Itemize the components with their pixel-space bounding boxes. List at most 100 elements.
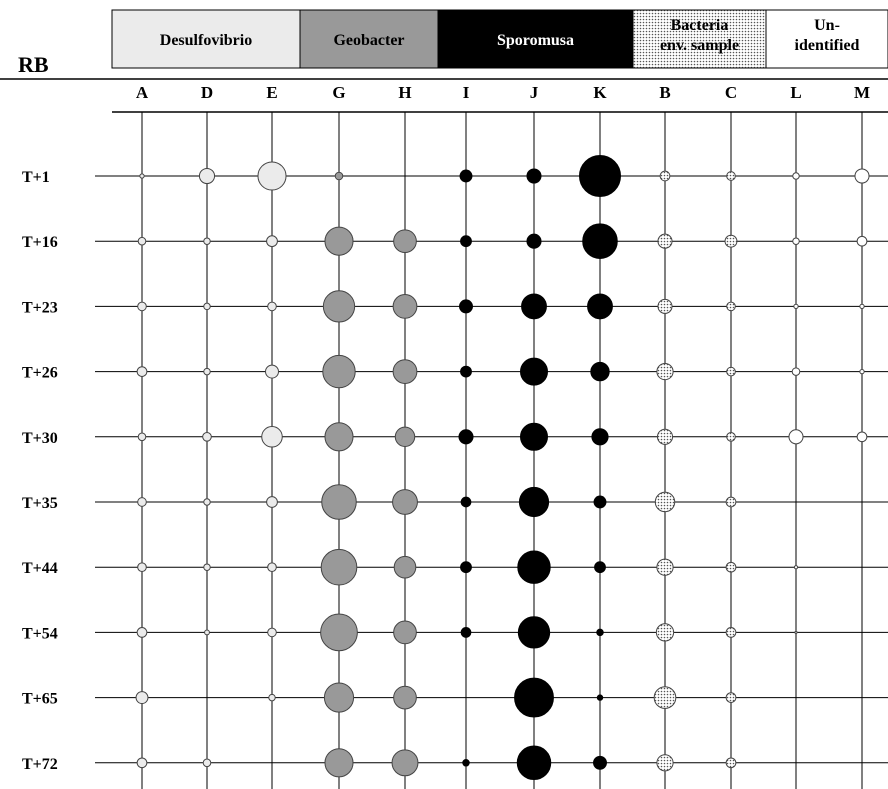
column-label: L — [790, 83, 801, 102]
row-label: T+1 — [22, 169, 50, 186]
column-label: I — [463, 83, 470, 102]
bubble — [459, 299, 473, 314]
bubble — [202, 758, 212, 768]
bubble — [261, 426, 283, 448]
bubble — [656, 428, 674, 445]
bubble — [135, 691, 149, 705]
bubble — [203, 367, 211, 376]
bubble — [659, 170, 671, 182]
row-labels: T+1 T+16 T+23 T+26 T+30 T+35 T+44 T+54 T+65 T+72 — [22, 169, 58, 773]
bubble — [393, 685, 417, 710]
bubble — [136, 627, 148, 638]
bubble — [203, 563, 211, 571]
bubble — [656, 754, 674, 772]
bubble — [324, 226, 354, 256]
bubble — [393, 229, 417, 254]
bubble — [392, 359, 418, 384]
bubble — [593, 495, 607, 509]
bubble — [856, 431, 868, 443]
bubble — [726, 301, 736, 312]
group-label: Sporomusa — [497, 32, 574, 49]
bubble — [203, 237, 211, 245]
group-label: identified — [795, 37, 860, 54]
bubble — [856, 235, 868, 247]
bubble — [656, 363, 674, 381]
bubble — [725, 757, 737, 769]
group-box-sporomusa — [437, 9, 634, 69]
column-label: H — [398, 83, 411, 102]
bubble — [265, 364, 279, 379]
bubble — [394, 426, 416, 448]
bubble — [725, 496, 737, 508]
corner-label: RB — [18, 52, 49, 77]
bubble — [392, 489, 418, 515]
bubble — [516, 745, 552, 781]
group-box-un-identified — [765, 9, 888, 69]
group-box-geobacter — [299, 9, 439, 69]
column-label: K — [593, 83, 607, 102]
bubble — [596, 628, 604, 637]
bubble — [136, 757, 148, 769]
bubble — [267, 301, 277, 312]
row-label: T+35 — [22, 495, 58, 512]
bubble — [202, 431, 212, 442]
bubble — [323, 682, 355, 713]
bubble — [204, 629, 210, 636]
bubble — [594, 561, 606, 574]
bubble — [520, 422, 548, 451]
group-label: Un- — [814, 17, 840, 34]
bubble — [725, 692, 737, 703]
bubble — [391, 749, 419, 777]
bubble — [267, 627, 277, 638]
bubble — [137, 562, 147, 573]
bubble — [582, 223, 618, 259]
bubble — [654, 491, 676, 513]
row-label: T+26 — [22, 365, 58, 382]
bubble — [526, 168, 542, 184]
group-label: Bacteria — [671, 17, 729, 34]
bubble — [788, 429, 804, 445]
bubble — [334, 171, 344, 181]
column-label: C — [725, 83, 737, 102]
row-label: T+30 — [22, 430, 58, 447]
bubble — [321, 484, 357, 520]
column-label: D — [201, 83, 213, 102]
bubble — [520, 357, 548, 386]
bubble — [794, 630, 798, 634]
bubble — [137, 301, 147, 312]
row-label: T+16 — [22, 234, 58, 251]
bubble — [725, 627, 737, 638]
bubble — [322, 290, 356, 323]
bubble — [393, 555, 417, 579]
bubble — [596, 694, 604, 701]
bubble — [137, 497, 147, 507]
bubble — [266, 235, 278, 248]
group-label: Geobacter — [333, 32, 404, 49]
bubble — [793, 303, 799, 310]
bubble — [322, 354, 356, 389]
bubble — [591, 428, 609, 446]
bubble — [726, 171, 736, 181]
bubble — [459, 169, 473, 183]
bubble — [724, 234, 738, 248]
bubble — [266, 496, 278, 508]
bubble — [593, 755, 607, 770]
column-label: M — [854, 83, 870, 102]
column-label: B — [659, 83, 670, 102]
column-label: A — [136, 83, 149, 102]
bubble — [859, 303, 865, 310]
bubble — [139, 173, 145, 179]
bubble — [268, 693, 276, 702]
row-label: T+65 — [22, 691, 58, 708]
bubble — [320, 613, 358, 652]
bubble — [859, 368, 865, 375]
bubble — [587, 293, 613, 320]
grid-lines — [95, 112, 888, 789]
group-label: env. sample — [660, 37, 739, 54]
bubbles — [135, 154, 870, 781]
bubble — [198, 167, 216, 185]
bubble — [792, 237, 800, 245]
bubble — [267, 562, 277, 573]
group-header-bar: Desulfovibrio Geobacter Sporomusa Bacteria e… — [0, 9, 888, 113]
